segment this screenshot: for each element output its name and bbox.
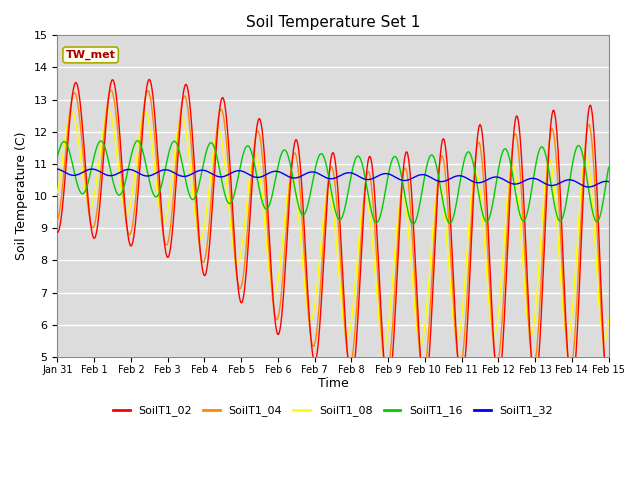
SoilT1_08 — [54, 190, 61, 196]
SoilT1_16 — [492, 186, 499, 192]
SoilT1_02 — [419, 378, 427, 384]
SoilT1_32 — [585, 184, 593, 190]
SoilT1_16 — [238, 156, 246, 162]
SoilT1_04 — [605, 366, 612, 372]
SoilT1_32 — [540, 180, 547, 185]
SoilT1_02 — [540, 264, 547, 270]
SoilT1_08 — [163, 212, 171, 217]
Y-axis label: Soil Temperature (C): Soil Temperature (C) — [15, 132, 28, 260]
SoilT1_02 — [177, 119, 184, 125]
SoilT1_32 — [176, 173, 184, 179]
SoilT1_04 — [54, 218, 61, 224]
SoilT1_16 — [134, 138, 141, 144]
SoilT1_32 — [605, 179, 612, 184]
SoilT1_08 — [419, 335, 427, 341]
SoilT1_04 — [540, 232, 547, 238]
SoilT1_08 — [380, 342, 388, 348]
Text: TW_met: TW_met — [66, 50, 116, 60]
SoilT1_02 — [238, 300, 246, 305]
SoilT1_02 — [163, 253, 171, 259]
Line: SoilT1_32: SoilT1_32 — [58, 169, 609, 187]
Line: SoilT1_04: SoilT1_04 — [58, 90, 609, 373]
SoilT1_16 — [419, 182, 427, 188]
SoilT1_32 — [491, 174, 499, 180]
SoilT1_02 — [605, 389, 612, 395]
Line: SoilT1_16: SoilT1_16 — [58, 141, 609, 224]
SoilT1_16 — [54, 154, 61, 159]
Line: SoilT1_02: SoilT1_02 — [58, 80, 609, 392]
SoilT1_16 — [177, 152, 184, 158]
Line: SoilT1_08: SoilT1_08 — [58, 111, 609, 345]
SoilT1_08 — [177, 116, 184, 122]
X-axis label: Time: Time — [317, 377, 348, 390]
SoilT1_04 — [163, 242, 171, 248]
SoilT1_02 — [54, 229, 61, 235]
Legend: SoilT1_02, SoilT1_04, SoilT1_08, SoilT1_16, SoilT1_32: SoilT1_02, SoilT1_04, SoilT1_08, SoilT1_… — [108, 401, 557, 421]
SoilT1_16 — [410, 221, 417, 227]
SoilT1_08 — [238, 243, 246, 249]
SoilT1_32 — [54, 166, 61, 172]
SoilT1_04 — [238, 281, 246, 287]
SoilT1_08 — [605, 316, 612, 322]
SoilT1_16 — [163, 158, 171, 164]
SoilT1_02 — [145, 77, 153, 83]
SoilT1_32 — [238, 168, 246, 174]
SoilT1_16 — [540, 146, 548, 152]
SoilT1_02 — [491, 355, 499, 361]
SoilT1_04 — [491, 354, 499, 360]
SoilT1_04 — [177, 111, 184, 117]
SoilT1_32 — [163, 167, 170, 173]
SoilT1_04 — [419, 369, 427, 375]
SoilT1_04 — [107, 87, 115, 93]
SoilT1_08 — [492, 330, 499, 336]
Title: Soil Temperature Set 1: Soil Temperature Set 1 — [246, 15, 420, 30]
SoilT1_08 — [540, 194, 548, 200]
SoilT1_08 — [104, 108, 112, 114]
SoilT1_32 — [419, 172, 426, 178]
SoilT1_16 — [605, 164, 612, 170]
SoilT1_04 — [603, 370, 611, 376]
